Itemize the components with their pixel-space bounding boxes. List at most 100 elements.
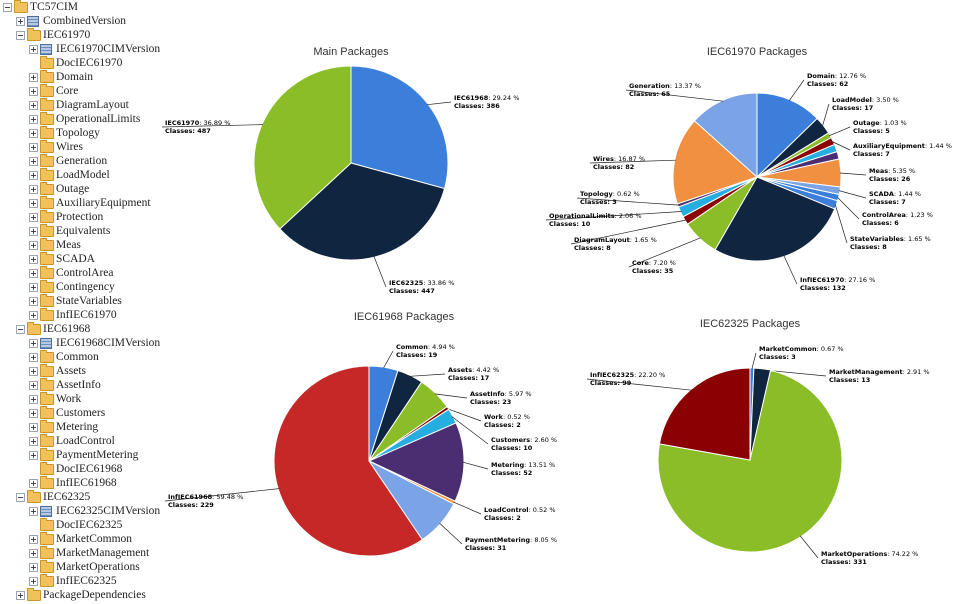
expand-icon[interactable] <box>29 577 38 586</box>
tree-node-generation[interactable]: Generation <box>0 154 235 168</box>
expand-icon[interactable] <box>29 101 38 110</box>
folder-icon <box>40 224 54 237</box>
tree-node-controlarea[interactable]: ControlArea <box>0 266 235 280</box>
tree-node-iec61968cimversion[interactable]: IEC61968CIMVersion <box>0 336 235 350</box>
tree-node-work[interactable]: Work <box>0 392 235 406</box>
slice-percent: 1.03 % <box>884 119 907 127</box>
pie-slice[interactable] <box>693 92 758 179</box>
expand-icon[interactable] <box>29 227 38 236</box>
tree-node-outage[interactable]: Outage <box>0 182 235 196</box>
expand-icon[interactable] <box>29 395 38 404</box>
tree-node-operationallimits[interactable]: OperationalLimits <box>0 112 235 126</box>
tree-node-assetinfo[interactable]: AssetInfo <box>0 378 235 392</box>
expand-icon[interactable] <box>29 381 38 390</box>
tree-node-label: InfIEC62325 <box>56 575 117 587</box>
folder-icon <box>40 392 54 405</box>
expand-icon[interactable] <box>16 17 25 26</box>
expand-icon[interactable] <box>29 353 38 362</box>
expand-icon[interactable] <box>29 297 38 306</box>
tree-node-dociec61968[interactable]: DocIEC61968 <box>0 462 235 476</box>
tree-node-common[interactable]: Common <box>0 350 235 364</box>
tree-node-customers[interactable]: Customers <box>0 406 235 420</box>
tree-node-domain[interactable]: Domain <box>0 70 235 84</box>
tree-node-wires[interactable]: Wires <box>0 140 235 154</box>
tree-node-marketcommon[interactable]: MarketCommon <box>0 532 235 546</box>
tree-node-topology[interactable]: Topology <box>0 126 235 140</box>
tree-node-diagramlayout[interactable]: DiagramLayout <box>0 98 235 112</box>
expand-icon[interactable] <box>29 171 38 180</box>
expand-icon[interactable] <box>29 269 38 278</box>
tree-node-core[interactable]: Core <box>0 84 235 98</box>
expand-icon[interactable] <box>29 73 38 82</box>
expand-icon[interactable] <box>29 535 38 544</box>
tree-node-contingency[interactable]: Contingency <box>0 280 235 294</box>
collapse-icon[interactable] <box>16 325 25 334</box>
slice-name: StateVariables <box>850 235 904 243</box>
tree-node-dociec61970[interactable]: DocIEC61970 <box>0 56 235 70</box>
expand-icon[interactable] <box>29 311 38 320</box>
tree-node-marketmanagement[interactable]: MarketManagement <box>0 546 235 560</box>
collapse-icon[interactable] <box>3 3 12 12</box>
pie-slice[interactable] <box>253 65 352 230</box>
expand-icon[interactable] <box>29 157 38 166</box>
tree-node-tc57cim[interactable]: TC57CIM <box>0 0 235 14</box>
expand-icon[interactable] <box>29 115 38 124</box>
tree-node-protection[interactable]: Protection <box>0 210 235 224</box>
tree-node-loadcontrol[interactable]: LoadControl <box>0 434 235 448</box>
tree-node-packagedependencies[interactable]: PackageDependencies <box>0 588 235 602</box>
label-separator: : <box>630 236 634 244</box>
expand-icon[interactable] <box>29 143 38 152</box>
tree-node-metering[interactable]: Metering <box>0 420 235 434</box>
tree-node-iec61970cimversion[interactable]: IEC61970CIMVersion <box>0 42 235 56</box>
expand-icon[interactable] <box>29 563 38 572</box>
expand-icon[interactable] <box>29 507 38 516</box>
expand-icon[interactable] <box>29 423 38 432</box>
tree-node-equivalents[interactable]: Equivalents <box>0 224 235 238</box>
expand-icon[interactable] <box>29 87 38 96</box>
leader-line <box>822 103 830 127</box>
slice-percent: 36.89 % <box>204 119 231 127</box>
expand-icon[interactable] <box>29 255 38 264</box>
tree-node-dociec62325[interactable]: DocIEC62325 <box>0 518 235 532</box>
tree-node-iec62325[interactable]: IEC62325 <box>0 490 235 504</box>
expand-icon[interactable] <box>29 199 38 208</box>
tree-node-assets[interactable]: Assets <box>0 364 235 378</box>
expand-icon[interactable] <box>29 185 38 194</box>
folder-icon <box>40 252 54 265</box>
tree-node-infiec61970[interactable]: InfIEC61970 <box>0 308 235 322</box>
tree-node-marketoperations[interactable]: MarketOperations <box>0 560 235 574</box>
tree-node-scada[interactable]: SCADA <box>0 252 235 266</box>
tree-node-label: DocIEC61968 <box>56 463 123 475</box>
expand-icon[interactable] <box>29 437 38 446</box>
expand-icon[interactable] <box>16 591 25 600</box>
collapse-icon[interactable] <box>16 493 25 502</box>
tree-node-auxiliaryequipment[interactable]: AuxiliaryEquipment <box>0 196 235 210</box>
expand-icon[interactable] <box>29 549 38 558</box>
expand-icon[interactable] <box>29 45 38 54</box>
expand-icon[interactable] <box>29 283 38 292</box>
tree-node-infiec61968[interactable]: InfIEC61968 <box>0 476 235 490</box>
expand-icon[interactable] <box>29 409 38 418</box>
pie-slice[interactable] <box>658 367 751 461</box>
slice-percent: 0.52 % <box>533 506 556 514</box>
expand-icon[interactable] <box>29 339 38 348</box>
expand-icon[interactable] <box>29 129 38 138</box>
expand-icon[interactable] <box>29 451 38 460</box>
tree-node-meas[interactable]: Meas <box>0 238 235 252</box>
tree-node-loadmodel[interactable]: LoadModel <box>0 168 235 182</box>
expand-icon[interactable] <box>29 479 38 488</box>
expand-icon[interactable] <box>29 241 38 250</box>
tree-node-paymentmetering[interactable]: PaymentMetering <box>0 448 235 462</box>
label-separator: : <box>613 190 617 198</box>
tree-node-iec61968[interactable]: IEC61968 <box>0 322 235 336</box>
tree-node-combinedversion[interactable]: CombinedVersion <box>0 14 235 28</box>
tree-node-iec62325cimversion[interactable]: IEC62325CIMVersion <box>0 504 235 518</box>
expand-icon[interactable] <box>29 367 38 376</box>
pie-slice[interactable] <box>350 65 449 190</box>
tree-node-iec61970[interactable]: IEC61970 <box>0 28 235 42</box>
tree-node-infiec62325[interactable]: InfIEC62325 <box>0 574 235 588</box>
collapse-icon[interactable] <box>16 31 25 40</box>
expand-icon[interactable] <box>29 213 38 222</box>
leader-line <box>831 141 851 151</box>
tree-node-statevariables[interactable]: StateVariables <box>0 294 235 308</box>
